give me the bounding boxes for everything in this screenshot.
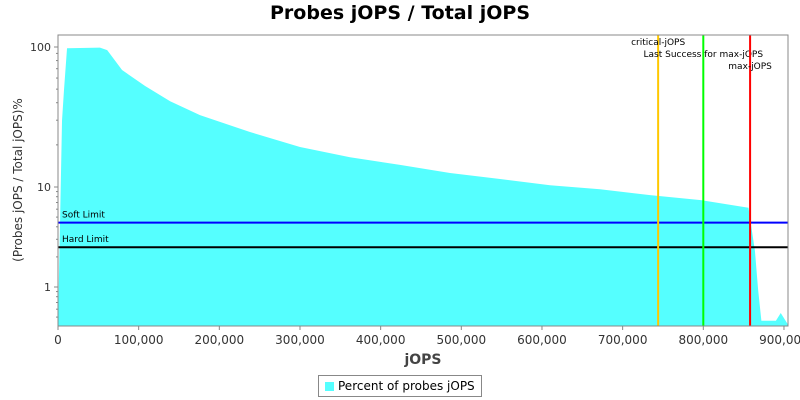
y-axis-label: (Probes jOPS / Total jOPS)% (11, 98, 25, 262)
legend-label: Percent of probes jOPS (338, 379, 475, 393)
vline-label: Last Success for max-jOPS (644, 50, 764, 60)
x-tick-label: 500,000 (437, 333, 487, 347)
x-tick-label: 800,000 (678, 333, 728, 347)
legend-swatch (325, 381, 334, 391)
x-tick-label: 0 (54, 333, 62, 347)
vline-label: max-jOPS (728, 62, 772, 72)
x-tick-label: 300,000 (275, 333, 325, 347)
x-tick-label: 400,000 (356, 333, 406, 347)
hline-label: Soft Limit (62, 211, 105, 221)
x-tick-label: 100,000 (114, 333, 164, 347)
plot-frame (57, 34, 789, 327)
x-tick-label: 600,000 (517, 333, 567, 347)
x-tick-label: 700,000 (598, 333, 648, 347)
vline-label: critical-jOPS (631, 38, 685, 48)
y-tick-label: 10 (37, 181, 51, 194)
legend: Percent of probes jOPS (318, 375, 482, 397)
hline-label: Hard Limit (62, 235, 109, 245)
series-area (58, 47, 788, 326)
x-tick-label: 900,000 (759, 333, 800, 347)
y-tick-label: 1 (44, 281, 51, 294)
x-axis-label: jOPS (403, 352, 441, 368)
x-tick-label: 200,000 (195, 333, 245, 347)
chart-title: Probes jOPS / Total jOPS (270, 2, 530, 24)
y-tick-label: 100 (30, 41, 51, 54)
